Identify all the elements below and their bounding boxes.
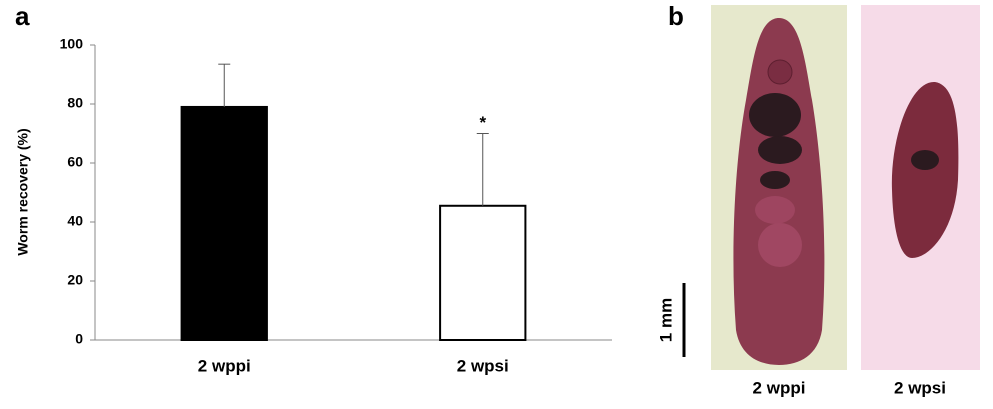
y-tick-label: 20: [67, 272, 83, 288]
y-tick-label: 60: [67, 154, 83, 170]
bar: [180, 105, 268, 341]
y-tick-label: 80: [67, 95, 83, 111]
panel-label: a: [15, 1, 30, 31]
panel-label: b: [668, 1, 684, 31]
y-axis-label: Worm recovery (%): [15, 128, 31, 255]
micrograph: [861, 5, 980, 370]
significance-label: *: [479, 113, 486, 132]
y-tick-label: 0: [75, 331, 83, 347]
y-tick-label: 100: [60, 36, 84, 52]
x-tick-label: 2 wppi: [198, 356, 251, 375]
image-caption: 2 wpsi: [894, 378, 946, 397]
y-tick-label: 40: [67, 213, 83, 229]
micrograph: [711, 5, 847, 370]
bar: [439, 204, 527, 341]
scale-bar-label: 1 mm: [656, 298, 675, 342]
image-caption: 2 wppi: [753, 378, 806, 397]
x-tick-label: 2 wpsi: [457, 356, 509, 375]
